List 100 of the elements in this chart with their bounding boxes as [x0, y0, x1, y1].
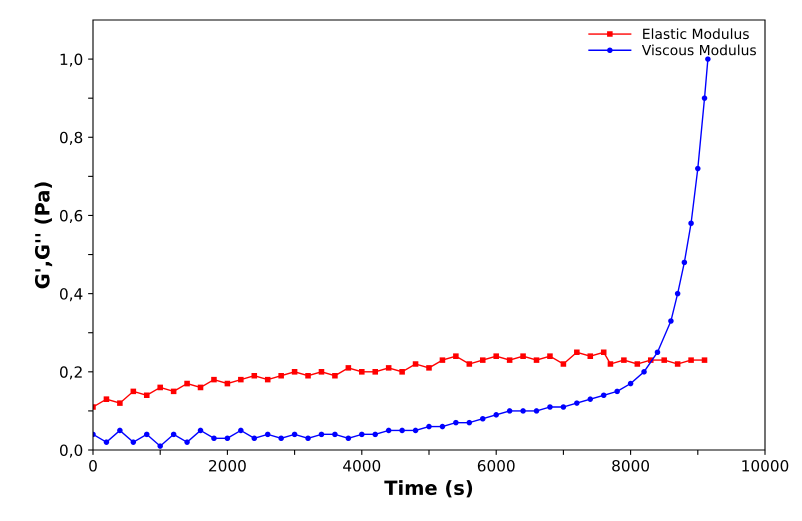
point — [628, 380, 634, 386]
point — [318, 369, 324, 375]
point — [506, 408, 512, 414]
point — [372, 369, 378, 375]
point — [104, 396, 110, 402]
point — [453, 420, 459, 426]
point — [184, 439, 190, 445]
point — [702, 357, 708, 363]
point — [144, 432, 150, 438]
point — [547, 404, 553, 410]
point — [211, 376, 217, 382]
x-tick-label: 4000 — [343, 460, 380, 472]
x-axis-title: Time (s) — [384, 480, 472, 498]
point — [104, 439, 110, 445]
point — [480, 357, 486, 363]
point — [224, 380, 230, 386]
point — [170, 388, 176, 394]
point — [157, 443, 163, 449]
point — [702, 95, 708, 101]
point — [705, 56, 711, 62]
point — [184, 380, 190, 386]
point — [682, 260, 688, 266]
point — [144, 392, 150, 398]
point — [211, 435, 217, 442]
point — [332, 432, 338, 438]
point — [661, 357, 667, 363]
point — [130, 439, 136, 445]
y-axis-title: G',G'' (Pa) — [34, 182, 52, 288]
point — [695, 166, 701, 172]
point — [426, 365, 432, 371]
x-tick-label: 6000 — [478, 460, 515, 472]
point — [170, 432, 176, 438]
point — [440, 357, 446, 363]
y-tick-label: 1,0 — [60, 54, 82, 67]
point — [674, 290, 680, 296]
point — [688, 220, 694, 226]
point — [292, 432, 298, 438]
point — [130, 388, 136, 394]
point — [332, 372, 338, 379]
y-tick-label: 0,6 — [60, 210, 82, 224]
point — [224, 435, 230, 442]
point — [466, 420, 472, 426]
point — [412, 428, 418, 434]
point — [198, 384, 204, 390]
point — [588, 396, 594, 402]
point — [399, 369, 405, 375]
point — [600, 349, 606, 356]
y-tick-label: 0,4 — [60, 288, 82, 302]
point — [252, 435, 258, 442]
point — [238, 376, 244, 382]
point — [534, 408, 540, 414]
y-tick-label: 0,2 — [60, 366, 82, 380]
point — [493, 353, 499, 359]
point — [426, 424, 432, 430]
point — [453, 353, 459, 359]
point — [547, 353, 553, 359]
y-tick-label: 0,8 — [60, 132, 82, 145]
point — [346, 365, 352, 371]
point — [608, 361, 614, 367]
point — [278, 372, 284, 379]
point — [399, 428, 405, 434]
point — [574, 349, 580, 356]
point — [480, 416, 486, 422]
point — [117, 400, 123, 406]
point — [264, 432, 270, 438]
point — [588, 353, 594, 359]
point — [493, 412, 499, 418]
point — [198, 428, 204, 434]
point — [534, 357, 540, 363]
point — [318, 432, 324, 438]
legend-label: Elastic Modulus — [643, 28, 749, 40]
point — [614, 388, 620, 394]
point — [386, 365, 392, 371]
point — [574, 400, 580, 406]
point — [412, 361, 418, 367]
point — [359, 432, 365, 438]
point — [359, 369, 365, 375]
point — [674, 361, 680, 367]
point — [278, 435, 284, 442]
point — [252, 372, 258, 379]
point — [305, 435, 311, 442]
point — [238, 428, 244, 434]
x-tick-label: 10000 — [742, 460, 788, 472]
point — [372, 432, 378, 438]
point — [264, 376, 270, 382]
point — [386, 428, 392, 434]
point — [117, 428, 123, 434]
point — [305, 372, 311, 379]
point — [621, 357, 627, 363]
point — [520, 353, 526, 359]
point — [560, 404, 566, 410]
x-tick-label: 2000 — [209, 460, 246, 472]
point — [634, 361, 640, 367]
legend-label: Viscous Modulus — [642, 44, 756, 56]
point — [600, 392, 606, 398]
y-tick-label: 0,0 — [60, 444, 82, 458]
point — [688, 357, 694, 363]
point — [520, 408, 526, 414]
point — [668, 318, 674, 324]
point — [466, 361, 472, 367]
